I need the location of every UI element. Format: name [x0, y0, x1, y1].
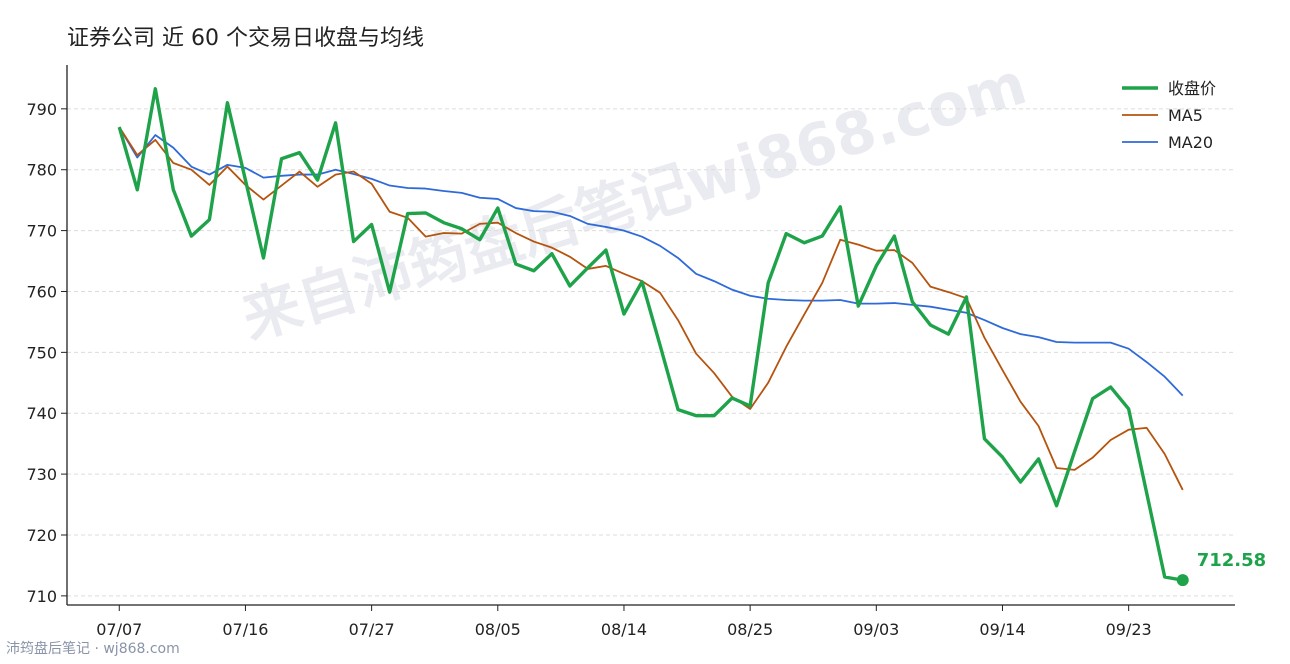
y-tick-label: 750 [26, 343, 57, 362]
x-tick-label: 07/07 [96, 620, 142, 639]
x-tick-label: 09/14 [979, 620, 1025, 639]
legend-label: MA5 [1168, 106, 1203, 125]
line-series [117, 87, 1184, 582]
x-tick-label: 07/16 [222, 620, 268, 639]
y-tick-label: 720 [26, 526, 57, 545]
legend-label: MA20 [1168, 133, 1213, 152]
line-series [118, 126, 1184, 491]
y-tick-label: 740 [26, 404, 57, 423]
last-value-label: 712.58 [1197, 550, 1266, 571]
y-tick-label: 770 [26, 222, 57, 241]
y-tick-label: 760 [26, 282, 57, 301]
chart-title: 证券公司 近 60 个交易日收盘与均线 [67, 26, 424, 51]
legend-label: 收盘价 [1168, 79, 1216, 98]
watermark: 来自沛筠盘后笔记wj868.com [234, 49, 1033, 352]
y-tick-label: 790 [26, 100, 57, 119]
x-tick-label: 09/23 [1106, 620, 1152, 639]
x-tick-label: 07/27 [349, 620, 395, 639]
x-tick-label: 08/14 [601, 620, 647, 639]
x-tick-label: 08/05 [475, 620, 521, 639]
x-tick-label: 08/25 [727, 620, 773, 639]
source-note: 沛筠盘后笔记 · wj868.com [6, 640, 180, 657]
x-tick-label: 09/03 [853, 620, 899, 639]
y-tick-label: 710 [26, 587, 57, 606]
last-point [1176, 574, 1189, 587]
y-tick-label: 780 [26, 161, 57, 180]
y-tick-label: 730 [26, 465, 57, 484]
